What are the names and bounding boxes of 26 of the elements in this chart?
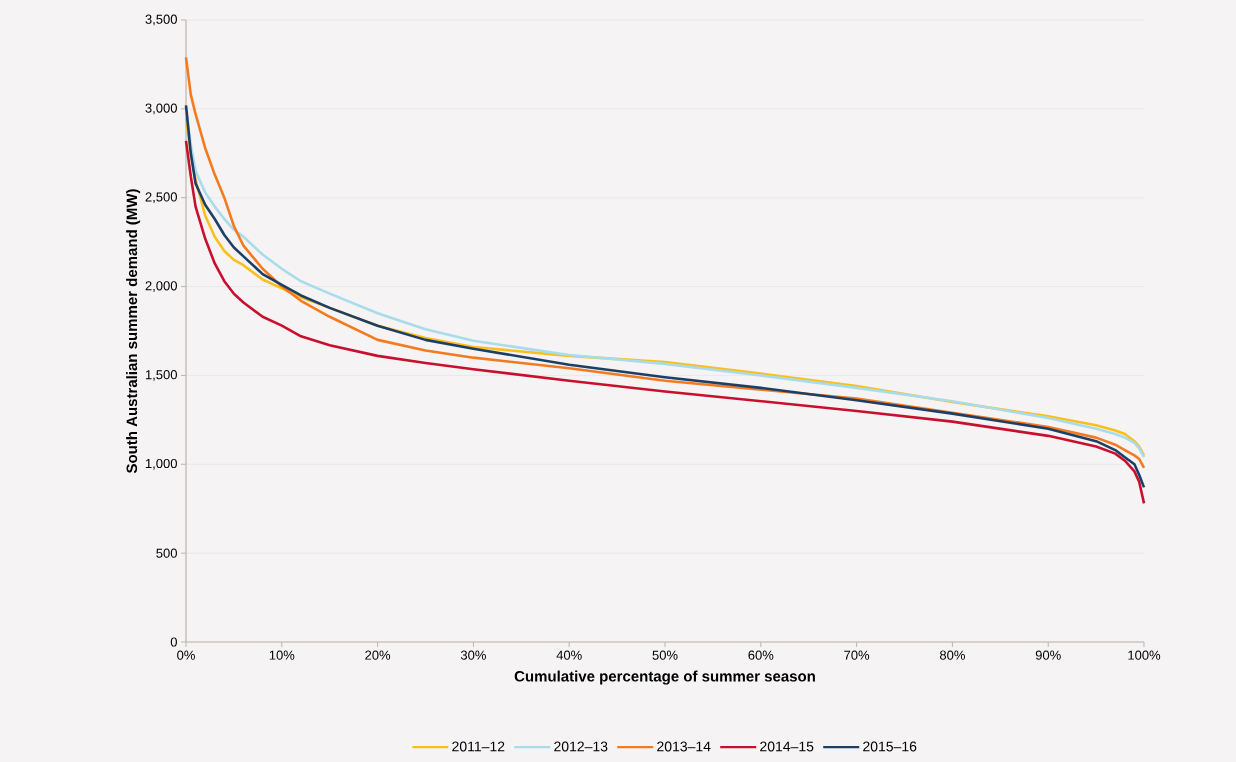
y-tick-label: 3,000 bbox=[145, 103, 177, 115]
x-tick-label: 20% bbox=[365, 650, 391, 660]
y-tick-label: 2,500 bbox=[145, 192, 177, 204]
x-tick-label: 50% bbox=[652, 650, 678, 660]
legend-label: 2015–16 bbox=[863, 741, 917, 752]
y-tick-label: 500 bbox=[156, 548, 177, 558]
x-tick-label: 40% bbox=[556, 650, 582, 660]
x-tick-label: 90% bbox=[1035, 650, 1061, 660]
legend-label: 2011–12 bbox=[452, 741, 505, 752]
y-tick-label: 1,500 bbox=[145, 370, 177, 381]
x-tick-label: 60% bbox=[748, 650, 774, 660]
x-tick-label: 70% bbox=[844, 650, 870, 660]
legend-label: 2013–14 bbox=[657, 741, 711, 752]
x-tick-label: 30% bbox=[460, 650, 486, 660]
x-tick-label: 10% bbox=[269, 650, 295, 660]
y-tick-label: 2,000 bbox=[145, 281, 177, 292]
x-tick-label: 100% bbox=[1128, 650, 1161, 660]
legend-label: 2014–15 bbox=[760, 741, 814, 752]
y-tick-label: 3,500 bbox=[145, 14, 177, 26]
y-axis-title: South Australian summer demand (MW) bbox=[126, 189, 141, 474]
y-tick-label: 0 bbox=[170, 637, 177, 647]
legend-label: 2012–13 bbox=[554, 741, 608, 752]
y-tick-label: 1,000 bbox=[145, 458, 177, 470]
x-tick-label: 0% bbox=[177, 650, 195, 660]
x-axis-title: Cumulative percentage of summer season bbox=[514, 670, 815, 685]
x-tick-label: 80% bbox=[939, 650, 965, 660]
